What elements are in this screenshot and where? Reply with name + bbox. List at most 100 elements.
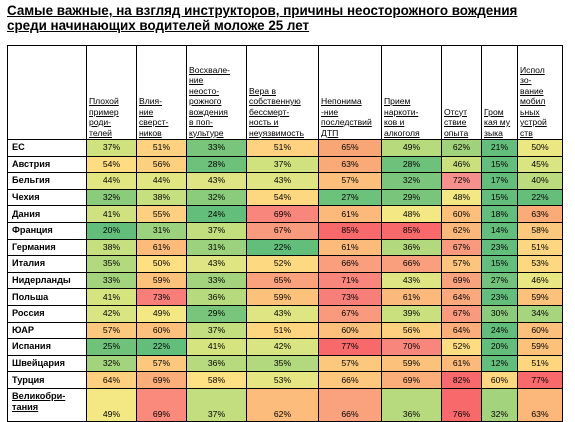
- heatmap-cell: 63%: [517, 387, 563, 422]
- heatmap-cell: 38%: [136, 188, 187, 207]
- row-label-line: тания: [12, 401, 39, 412]
- heatmap-cell: 63%: [318, 155, 382, 174]
- heatmap-cell: 46%: [517, 271, 563, 290]
- column-header: Вера в собственную бессмерт-ность и неуязви…: [246, 45, 319, 140]
- column-header-line: ств: [520, 127, 533, 138]
- row-label: Польша: [7, 288, 87, 306]
- table-row: Франция 20% 31% 37% 67% 85% 85% 62% 14% 58%: [7, 221, 563, 240]
- heatmap-cell: 27%: [481, 271, 518, 290]
- row-label: Великобри-тания: [7, 387, 87, 422]
- column-header-line: ДТП: [321, 127, 339, 138]
- heatmap-cell: 59%: [136, 271, 187, 290]
- column-header: Плохой пример роди-телей: [86, 45, 137, 140]
- table-row: Турция 64% 69% 58% 53% 66% 69% 82% 60% 77%: [7, 371, 563, 389]
- column-header-line: Вера в: [249, 85, 277, 96]
- heatmap-cell: 24%: [186, 205, 247, 223]
- heatmap-cell: 66%: [318, 255, 382, 273]
- heatmap-cell: 71%: [318, 271, 382, 290]
- heatmap-cell: 67%: [246, 221, 319, 240]
- heatmap-cell: 62%: [441, 221, 482, 240]
- heatmap-cell: 67%: [441, 304, 482, 323]
- column-header-line: роди-: [89, 117, 112, 127]
- heatmap-cell: 66%: [381, 255, 442, 273]
- row-label: Австрия: [7, 155, 87, 174]
- column-header-line: сверст-: [139, 117, 169, 127]
- column-header-line: алкоголя: [384, 127, 420, 138]
- table-row: Дания 41% 55% 24% 69% 61% 48% 60% 18% 63%: [7, 205, 563, 223]
- column-header-line: Отсут: [444, 106, 468, 117]
- column-header-line: рожного: [189, 96, 222, 106]
- heatmap-cell: 53%: [246, 371, 319, 389]
- heatmap-cell: 20%: [481, 338, 518, 356]
- heatmap-cell: 31%: [186, 238, 247, 257]
- heatmap-cell: 64%: [441, 321, 482, 340]
- heatmap-cell: 32%: [86, 188, 137, 207]
- table-row: Швейцария 32% 57% 36% 35% 57% 59% 61% 12% 51%: [7, 354, 563, 373]
- heatmap-cell: 37%: [86, 139, 137, 157]
- column-header-line: Восхвале-: [189, 64, 231, 75]
- heatmap-cell: 73%: [136, 288, 187, 306]
- heatmap-cell: 82%: [441, 371, 482, 389]
- column-header-line: неуязвимость: [249, 127, 304, 138]
- heatmap-table: Плохой пример роди-телей Влия-ние сверст-ник…: [7, 45, 563, 422]
- heatmap-cell: 37%: [186, 387, 247, 422]
- heatmap-cell: 58%: [186, 371, 247, 389]
- heatmap-cell: 54%: [86, 155, 137, 174]
- heatmap-cell: 57%: [318, 172, 382, 190]
- heatmap-cell: 43%: [186, 172, 247, 190]
- column-header-line: Испол: [520, 64, 545, 75]
- heatmap-cell: 52%: [441, 338, 482, 356]
- heatmap-cell: 56%: [136, 155, 187, 174]
- heatmap-cell: 51%: [517, 354, 563, 373]
- column-header-line: бессмерт-: [249, 106, 290, 117]
- heatmap-cell: 62%: [441, 139, 482, 157]
- heatmap-cell: 67%: [318, 304, 382, 323]
- heatmap-cell: 37%: [246, 155, 319, 174]
- column-header: Отсут ствие опыта: [441, 45, 482, 140]
- heatmap-cell: 20%: [86, 221, 137, 240]
- heatmap-cell: 23%: [481, 288, 518, 306]
- column-header-line: Прием: [384, 96, 411, 106]
- heatmap-cell: 43%: [381, 271, 442, 290]
- table-row: ЮАР 57% 60% 37% 51% 60% 56% 64% 24% 60%: [7, 321, 563, 340]
- heatmap-cell: 69%: [381, 371, 442, 389]
- column-header-line: ков и: [384, 117, 405, 127]
- heatmap-cell: 36%: [381, 387, 442, 422]
- column-header: Непонима -ние последствий ДТП: [318, 45, 382, 140]
- column-header-line: -ние: [321, 106, 339, 117]
- heatmap-cell: 50%: [517, 139, 563, 157]
- heatmap-cell: 61%: [381, 288, 442, 306]
- heatmap-cell: 25%: [86, 338, 137, 356]
- heatmap-cell: 57%: [441, 255, 482, 273]
- heatmap-cell: 17%: [481, 172, 518, 190]
- heatmap-cell: 43%: [246, 172, 319, 190]
- heatmap-cell: 28%: [186, 155, 247, 174]
- heatmap-cell: 69%: [136, 371, 187, 389]
- heatmap-cell: 51%: [246, 139, 319, 157]
- heatmap-cell: 24%: [481, 321, 518, 340]
- heatmap-cell: 59%: [246, 288, 319, 306]
- heatmap-cell: 64%: [441, 288, 482, 306]
- heatmap-cell: 59%: [517, 338, 563, 356]
- heatmap-cell: 12%: [481, 354, 518, 373]
- row-label: Турция: [7, 371, 87, 389]
- table-row: ЕС 37% 51% 33% 51% 65% 49% 62% 21% 50%: [7, 139, 563, 157]
- column-header-line: в поп-: [189, 117, 213, 127]
- column-header-line: зыка: [484, 127, 503, 138]
- heatmap-cell: 72%: [441, 172, 482, 190]
- table-row: Германия 38% 61% 31% 22% 61% 36% 67% 23% 51%: [7, 238, 563, 257]
- heatmap-cell: 52%: [246, 255, 319, 273]
- heatmap-cell: 85%: [318, 221, 382, 240]
- column-header-line: ность и: [249, 117, 279, 127]
- row-label: Чехия: [7, 188, 87, 207]
- column-header-line: неосто-: [189, 85, 220, 96]
- heatmap-cell: 44%: [136, 172, 187, 190]
- heatmap-cell: 69%: [136, 387, 187, 422]
- heatmap-cell: 22%: [246, 238, 319, 257]
- chart-title-line-2: среди начинающих водителей моложе 25 лет: [7, 18, 310, 33]
- heatmap-cell: 42%: [86, 304, 137, 323]
- column-header-line: Влия-: [139, 96, 163, 106]
- heatmap-cell: 18%: [481, 205, 518, 223]
- heatmap-cell: 60%: [481, 371, 518, 389]
